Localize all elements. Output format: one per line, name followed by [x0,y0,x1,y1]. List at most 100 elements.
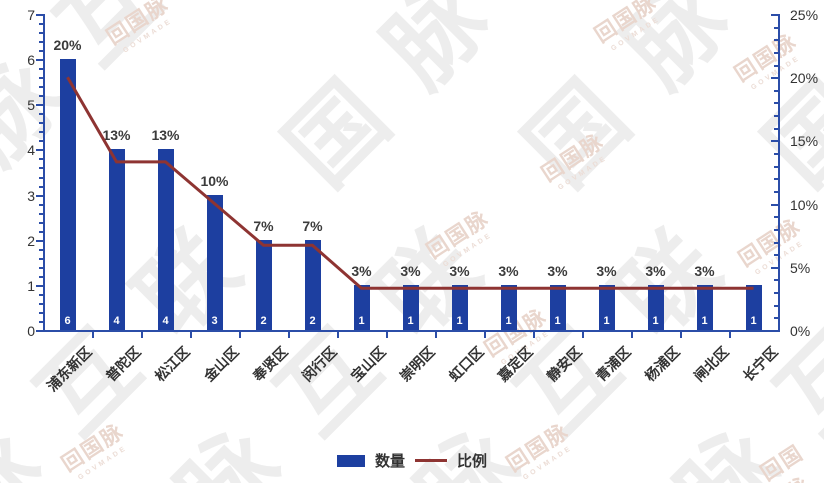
bar-value-label: 1 [456,314,463,327]
x-axis-tick [337,332,339,338]
left-axis-minor-tick [39,293,43,296]
left-axis-tick-label: 6 [27,52,35,69]
left-axis-major-tick [36,284,43,287]
left-axis-minor-tick [39,185,43,188]
x-axis-tick [141,332,143,338]
left-axis-minor-tick [39,41,43,44]
ratio-data-label: 3% [498,262,519,279]
left-axis-line [43,14,45,332]
bar-value-label: 2 [309,314,316,327]
right-axis-major-tick [771,140,778,143]
ratio-data-label: 3% [694,262,715,279]
left-axis-tick-label: 3 [27,187,35,204]
bar-value-label: 1 [701,314,708,327]
bar: 3 [206,194,223,330]
bar-value-label: 1 [652,314,659,327]
left-axis-minor-tick [39,266,43,269]
bar: 1 [745,284,762,330]
x-axis-tick [729,332,731,338]
left-axis-tick-label: 4 [27,142,35,159]
left-axis-major-tick [36,149,43,152]
right-axis-minor-tick [774,304,778,307]
left-axis-minor-tick [39,68,43,71]
right-axis-minor-tick [774,115,778,118]
left-axis-minor-tick [39,212,43,215]
left-axis-major-tick [36,239,43,242]
ratio-data-label: 7% [253,217,274,234]
left-axis-major-tick [36,194,43,197]
left-axis-minor-tick [39,311,43,314]
right-axis-minor-tick [774,127,778,130]
right-axis-minor-tick [774,153,778,156]
right-axis-minor-tick [774,254,778,257]
right-axis-minor-tick [774,165,778,168]
ratio-data-label: 7% [302,217,323,234]
x-axis-tick [190,332,192,338]
left-axis-major-tick [36,104,43,107]
right-axis-minor-tick [774,279,778,282]
right-axis-minor-tick [774,51,778,54]
left-axis-minor-tick [39,320,43,323]
bar: 1 [451,284,468,330]
right-axis-tick-label: 5% [790,259,811,276]
left-axis-minor-tick [39,140,43,143]
bar-value-label: 4 [113,314,120,327]
left-axis-minor-tick [39,113,43,116]
ratio-data-label: 3% [596,262,617,279]
bar-value-label: 6 [64,314,71,327]
bar-value-label: 4 [162,314,169,327]
right-axis-major-tick [771,203,778,206]
left-axis-minor-tick [39,86,43,89]
left-axis-tick-label: 2 [27,232,35,249]
left-axis-minor-tick [39,95,43,98]
bar: 1 [549,284,566,330]
legend-ratio-swatch [415,459,447,462]
x-axis-tick [582,332,584,338]
left-axis-minor-tick [39,203,43,206]
left-axis-minor-tick [39,32,43,35]
x-axis-tick [680,332,682,338]
left-axis-minor-tick [39,248,43,251]
ratio-data-label: 13% [102,127,131,144]
left-axis-minor-tick [39,257,43,260]
bar-value-label: 1 [358,314,365,327]
left-axis-minor-tick [39,302,43,305]
x-axis-tick [386,332,388,338]
right-axis-minor-tick [774,39,778,42]
right-axis-minor-tick [774,216,778,219]
x-axis-tick [484,332,486,338]
right-axis-minor-tick [774,26,778,29]
bar-value-label: 3 [211,314,218,327]
left-axis-minor-tick [39,167,43,170]
left-axis-tick-label: 5 [27,97,35,114]
right-axis-tick-label: 25% [790,7,819,23]
legend: 数量 比例 [0,450,824,471]
ratio-data-label: 3% [351,262,372,279]
bar-value-label: 1 [505,314,512,327]
right-axis-minor-tick [774,190,778,193]
right-axis-major-tick [771,77,778,80]
right-axis-tick-label: 20% [790,70,819,87]
left-axis-tick-label: 7 [27,7,35,23]
right-axis-tick-label: 10% [790,196,819,213]
right-axis-major-tick [771,266,778,269]
right-axis-major-tick [771,14,778,16]
left-axis-minor-tick [39,23,43,26]
right-axis-tick-label: 15% [790,133,819,150]
left-axis-minor-tick [39,221,43,224]
legend-ratio-label: 比例 [457,453,488,470]
left-axis-tick-label: 0 [27,323,35,339]
bar-value-label: 1 [554,314,561,327]
bar: 6 [59,59,76,330]
ratio-data-label: 10% [200,172,229,189]
left-axis-major-tick [36,330,43,332]
left-axis-minor-tick [39,176,43,179]
left-axis-minor-tick [39,122,43,125]
x-axis-tick [239,332,241,338]
right-axis-minor-tick [774,64,778,67]
bar: 1 [647,284,664,330]
left-axis-minor-tick [39,77,43,80]
left-axis-major-tick [36,14,43,16]
x-axis-tick [92,332,94,338]
